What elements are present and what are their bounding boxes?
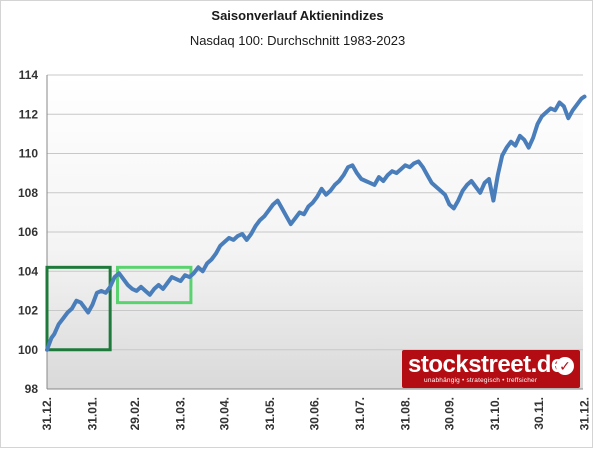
y-tick-label: 112	[19, 107, 39, 121]
x-tick-label: 31.03.	[174, 397, 188, 430]
logo-tagline: unabhängig • strategisch • treffsicher	[424, 377, 538, 384]
y-axis: 98 100 102 104 106 108 110 112 114	[18, 68, 38, 396]
x-tick-label: 31.01.	[86, 397, 100, 430]
x-tick-label: 30.04.	[218, 397, 232, 430]
x-tick-label: 31.12.	[577, 397, 591, 430]
x-tick-label: 31.08.	[398, 397, 412, 430]
x-tick-label: 31.07.	[353, 397, 367, 430]
logo-text: stockstreet.de	[408, 351, 564, 378]
stockstreet-logo: stockstreet.de unabhängig • strategisch …	[402, 350, 580, 388]
x-tick-label: 31.10.	[488, 397, 502, 430]
y-tick-label: 100	[18, 343, 38, 357]
y-tick-label: 110	[19, 147, 39, 161]
y-tick-label: 98	[25, 382, 39, 396]
x-tick-label: 30.06.	[307, 397, 321, 430]
y-tick-label: 114	[19, 68, 39, 82]
x-tick-label: 31.05.	[263, 397, 277, 430]
x-tick-label: 30.11.	[532, 397, 546, 430]
highlight-box	[115, 265, 193, 305]
y-tick-label: 102	[18, 304, 38, 318]
x-tick-label: 29.02.	[128, 397, 142, 430]
x-tick-label: 30.09.	[442, 397, 456, 430]
y-tick-label: 108	[18, 186, 38, 200]
x-tick-label: 31.12.	[40, 397, 54, 430]
highlight-boxes	[45, 265, 193, 352]
checkmark-icon: ✓	[556, 357, 574, 375]
chart-subtitle: Nasdaq 100: Durchschnitt 1983-2023	[189, 33, 406, 48]
chart-title: Saisonverlauf Aktienindizes	[211, 8, 384, 23]
x-axis: 31.12. 31.01. 29.02. 31.03. 30.04. 31.05. 30.0…	[40, 397, 591, 430]
series-line	[45, 94, 587, 352]
y-tick-label: 106	[18, 225, 38, 239]
highlight-box	[45, 265, 112, 352]
y-tick-label: 104	[18, 264, 38, 278]
